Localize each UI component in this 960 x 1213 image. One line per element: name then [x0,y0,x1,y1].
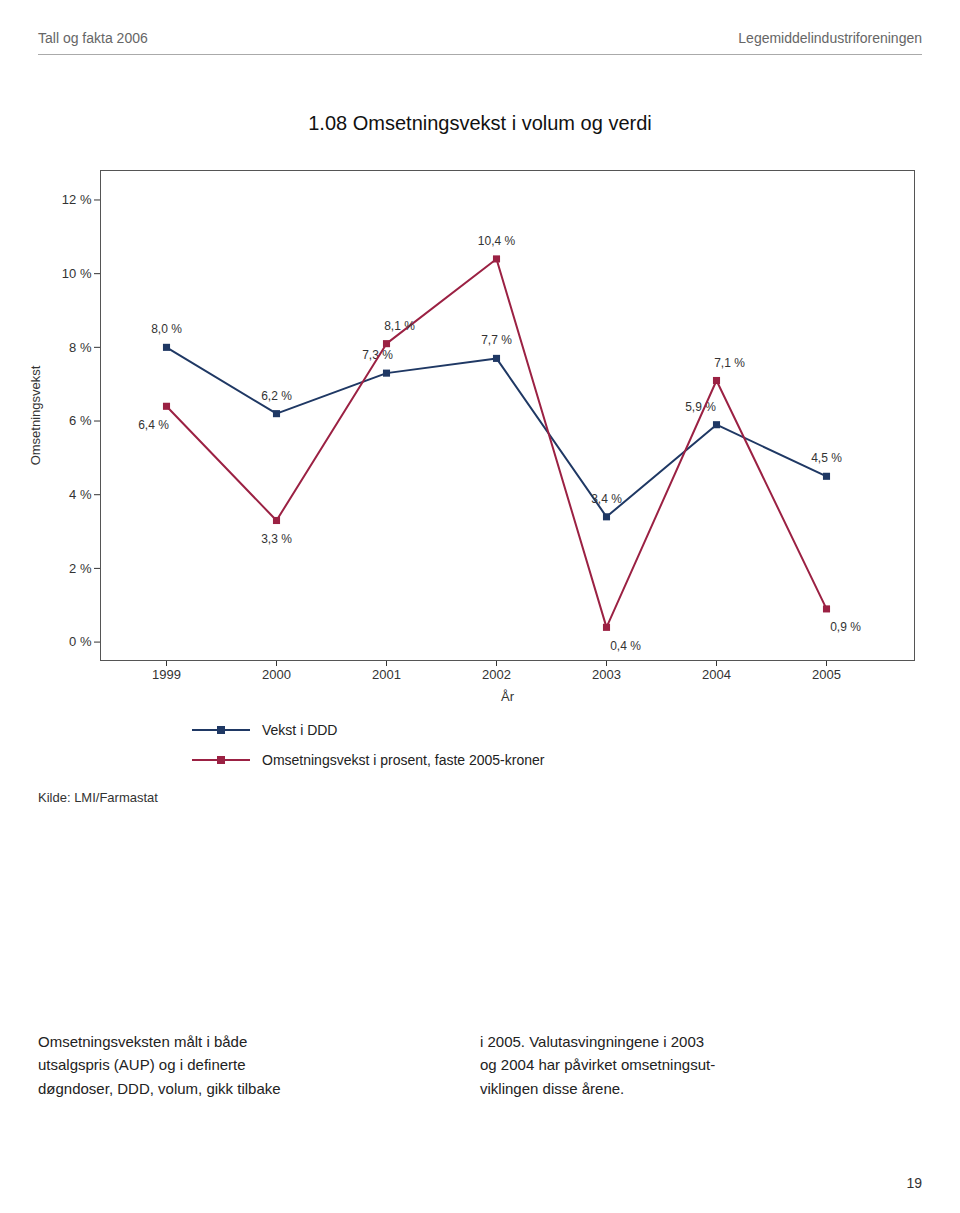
svg-text:8,0 %: 8,0 % [151,322,182,336]
svg-text:7,3 %: 7,3 % [362,348,393,362]
svg-text:8,1 %: 8,1 % [384,319,415,333]
svg-text:1999: 1999 [152,667,181,682]
svg-text:6,2 %: 6,2 % [261,389,292,403]
html-text:Kilde: LMI/Farmastat: Kilde: LMI/Farmastat [38,790,158,805]
svg-text:4,5 %: 4,5 % [811,451,842,465]
svg-text:7,1 %: 7,1 % [714,356,745,370]
svg-text:7,7 %: 7,7 % [481,333,512,347]
svg-text:År: År [501,689,515,704]
svg-text:3,3 %: 3,3 % [261,532,292,546]
svg-text:2001: 2001 [372,667,401,682]
svg-text:3,4 %: 3,4 % [591,492,622,506]
svg-text:0,4 %: 0,4 % [610,639,641,653]
html-text:Tall og fakta 2006: Tall og fakta 2006 [38,30,148,46]
svg-text:6 %: 6 % [69,413,92,428]
svg-text:10 %: 10 % [62,266,92,281]
svg-text:Omsetningsvekst: Omsetningsvekst [28,365,43,465]
svg-text:2005: 2005 [812,667,841,682]
svg-text:0 %: 0 % [69,634,92,649]
html-text:Legemiddelindustriforeningen: Legemiddelindustriforeningen [738,30,922,46]
svg-text:2002: 2002 [482,667,511,682]
svg-text:0,9 %: 0,9 % [830,620,861,634]
svg-text:12 %: 12 % [62,192,92,207]
svg-text:2004: 2004 [702,667,731,682]
html-text:Omsetningsvekst i prosent, fas: Omsetningsvekst i prosent, faste 2005-kr… [262,752,545,768]
svg-text:8 %: 8 % [69,340,92,355]
svg-text:6,4 %: 6,4 % [138,418,169,432]
svg-text:2003: 2003 [592,667,621,682]
html-text:Vekst i DDD: Vekst i DDD [262,722,338,738]
html-text:Omsetningsveksten målt i både: Omsetningsveksten målt i både utsalgspri… [38,1033,281,1097]
html-text:19: 19 [906,1175,922,1191]
svg-text:4 %: 4 % [69,487,92,502]
svg-text:10,4 %: 10,4 % [478,234,516,248]
svg-text:5,9 %: 5,9 % [685,400,716,414]
svg-text:2 %: 2 % [69,561,92,576]
html-text:1.08 Omsetningsvekst i volum o: 1.08 Omsetningsvekst i volum og verdi [308,112,652,134]
html-text:i 2005. Valutasvingningene i 2: i 2005. Valutasvingningene i 2003 og 200… [480,1033,716,1097]
svg-text:2000: 2000 [262,667,291,682]
